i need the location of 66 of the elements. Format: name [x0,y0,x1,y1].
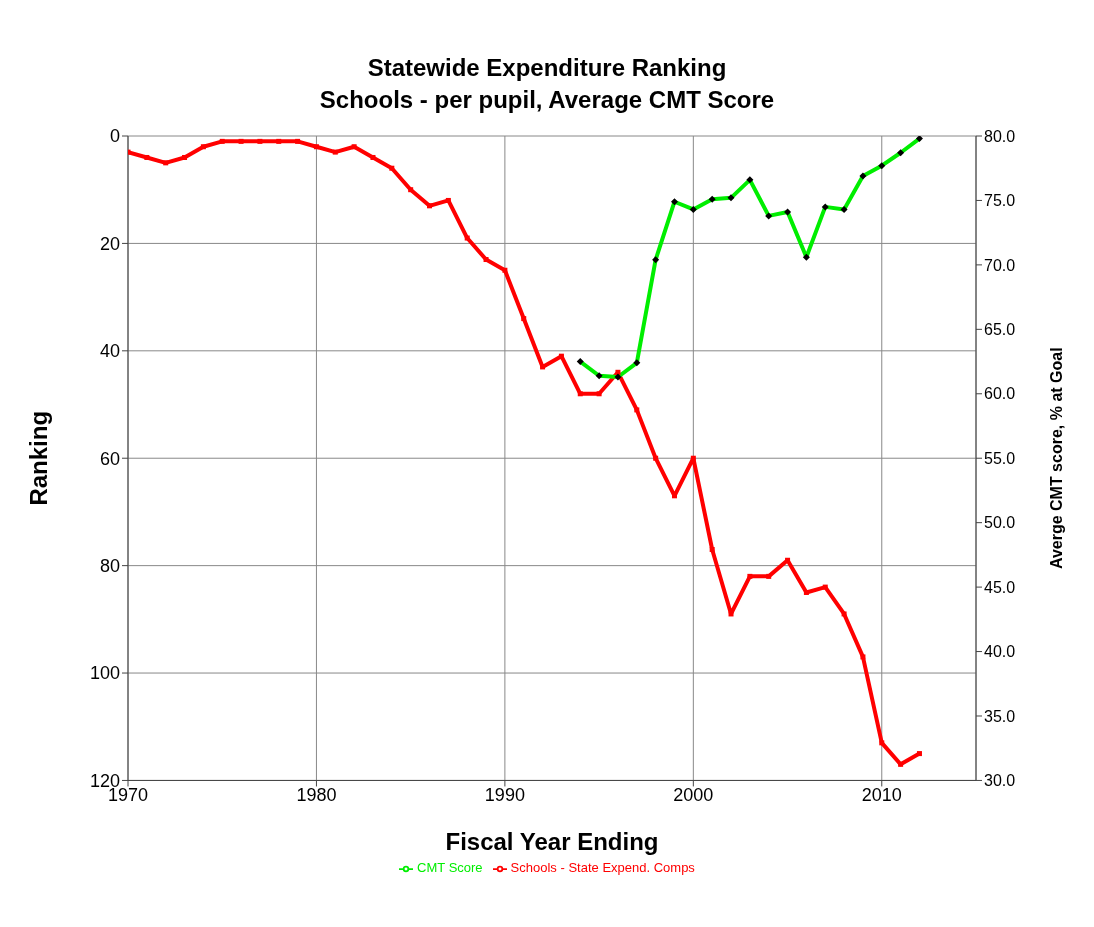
point [200,144,206,150]
x-tick-label: 2010 [861,785,902,806]
point [313,144,319,150]
point [747,573,753,579]
point [860,654,866,660]
point [596,391,602,397]
point [427,203,433,209]
y-tick-label: 0 [109,126,120,147]
y2-tick-label: 50.0 [984,514,1016,532]
x-tick-label: 2000 [673,785,714,806]
point [728,611,734,617]
y2-tick-label: 55.0 [984,449,1016,467]
chart-subtitle: Schools - per pupil, Average CMT Score [318,85,776,115]
y-tick-label: 40 [99,341,120,362]
x-axis-title: Fiscal Year Ending [445,828,659,856]
y2-tick-label: 75.0 [984,192,1016,210]
point [464,235,470,241]
y-axis-title: Ranking [24,410,52,506]
chart-title: Statewide Expenditure Ranking [366,53,728,83]
point [370,154,376,160]
point [351,144,357,150]
point [295,138,301,144]
point [144,154,150,160]
point [690,455,696,461]
point [634,407,640,413]
point [389,165,395,171]
point [276,138,282,144]
y-tick-label: 100 [89,663,120,684]
point [766,573,772,579]
y-tick-label: 80 [99,556,120,577]
y2-tick-label: 35.0 [984,707,1016,725]
point [841,611,847,617]
point [803,589,809,595]
legend-label: Schools - State Expend. Comps [510,860,695,876]
y2-axis-title: Averge CMT score, % at Goal [1047,347,1065,570]
y-tick-label: 20 [99,233,120,254]
y2-tick-label: 30.0 [984,772,1016,790]
point [502,267,508,273]
point [785,557,791,563]
y2-tick-label: 70.0 [984,256,1016,274]
point [408,187,414,193]
point [332,149,338,155]
point [822,584,828,590]
y2-tick-label: 60.0 [984,385,1016,403]
point [898,761,904,767]
point [653,455,659,461]
point [615,369,621,375]
y2-tick-label: 40.0 [984,643,1016,661]
point [238,138,244,144]
point [182,154,188,160]
y-tick-label: 60 [99,448,120,469]
y2-tick-label: 80.0 [984,127,1016,145]
point [219,138,225,144]
point [879,740,885,746]
point [163,160,169,166]
point [521,316,527,322]
y2-tick-label: 65.0 [984,321,1016,339]
y2-tick-label: 45.0 [984,578,1016,596]
point [483,257,489,263]
point [709,547,715,553]
legend-label: CMT Score [417,860,483,876]
x-tick-label: 1990 [484,785,525,806]
point [577,391,583,397]
point [257,138,263,144]
point [916,751,922,757]
x-tick-label: 1980 [296,785,337,806]
